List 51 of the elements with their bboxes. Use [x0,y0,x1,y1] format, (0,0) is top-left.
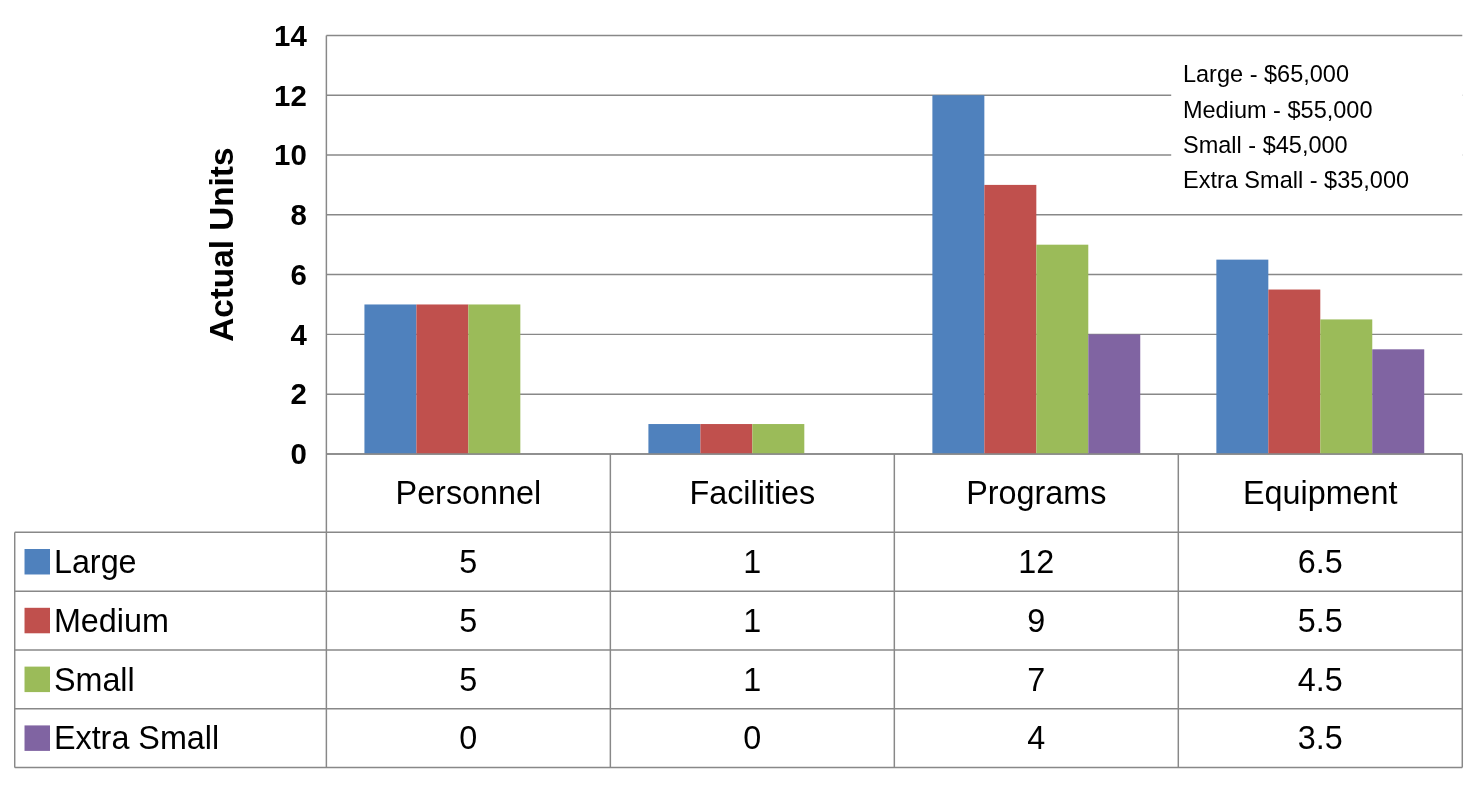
bar [1216,259,1269,454]
x-tick-label: Facilities [689,475,816,512]
y-tick-label: 12 [274,78,307,112]
data-label: 4 [1027,720,1046,757]
data-label: 0 [459,720,478,757]
bar [416,304,469,454]
annotation: Extra Small - $35,000 [1182,167,1410,194]
data-label: 12 [1018,544,1055,581]
x-tick-label: Programs [966,475,1107,512]
data-label: 4.5 [1297,661,1343,698]
y-tick-label: 6 [290,257,307,291]
bar [648,424,701,454]
y-tick-label: 2 [290,377,307,411]
bar [932,95,985,454]
bar [1372,349,1425,454]
data-label: 1 [743,602,762,639]
data-label: 1 [743,661,762,698]
annotation: Small - $45,000 [1182,132,1348,159]
x-tick-label: Personnel [395,475,542,512]
y-tick-label: 10 [274,138,307,172]
y-tick-label: 0 [290,437,307,471]
data-label: 5 [459,602,478,639]
bar [984,184,1037,454]
bar [1088,334,1141,454]
y-tick-label: 8 [290,198,307,232]
legend-label: Extra Small [53,720,220,757]
bar [752,424,805,454]
y-tick-label: 4 [290,317,308,351]
bar [468,304,521,454]
y-axis-title: Actual Units [203,147,241,342]
data-label: 9 [1027,602,1046,639]
data-label: 5 [459,661,478,698]
legend-label: Small [53,661,135,698]
annotation: Large - $65,000 [1182,61,1350,88]
legend-label: Medium [53,602,169,639]
x-tick-label: Equipment [1243,475,1398,512]
data-label: 5 [459,544,478,581]
bar [1268,289,1321,454]
data-label: 6.5 [1297,544,1343,581]
bar [700,424,753,454]
bar [1320,319,1373,454]
bar [1036,244,1089,454]
bar [364,304,417,454]
annotation: Medium - $55,000 [1182,96,1373,123]
data-label: 7 [1027,661,1046,698]
y-tick-label: 14 [274,18,308,52]
data-label: 5.5 [1297,602,1343,639]
data-label: 0 [743,720,762,757]
legend-label: Large [53,544,137,581]
data-label: 1 [743,544,762,581]
data-label: 3.5 [1297,720,1343,757]
